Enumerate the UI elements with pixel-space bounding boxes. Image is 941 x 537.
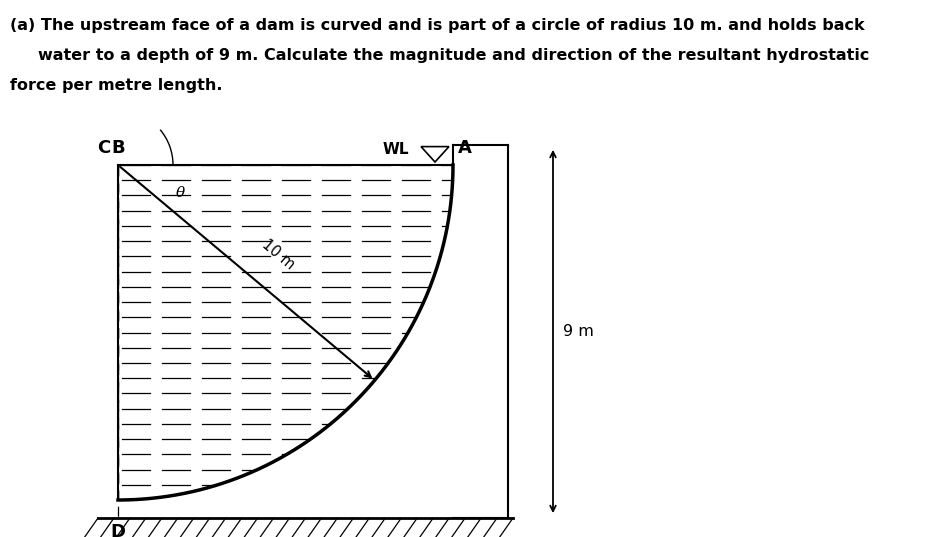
- Text: D: D: [110, 523, 125, 537]
- Text: 10 m: 10 m: [260, 236, 297, 272]
- Text: B: B: [111, 139, 125, 157]
- Text: θ: θ: [175, 186, 184, 200]
- Text: 9 m: 9 m: [563, 324, 594, 339]
- Text: C: C: [97, 139, 110, 157]
- Text: A: A: [458, 139, 471, 157]
- Text: water to a depth of 9 m. Calculate the magnitude and direction of the resultant : water to a depth of 9 m. Calculate the m…: [38, 48, 869, 63]
- Polygon shape: [118, 165, 453, 500]
- Text: force per metre length.: force per metre length.: [10, 78, 222, 93]
- Text: (a) The upstream face of a dam is curved and is part of a circle of radius 10 m.: (a) The upstream face of a dam is curved…: [10, 18, 865, 33]
- Text: WL: WL: [383, 142, 409, 157]
